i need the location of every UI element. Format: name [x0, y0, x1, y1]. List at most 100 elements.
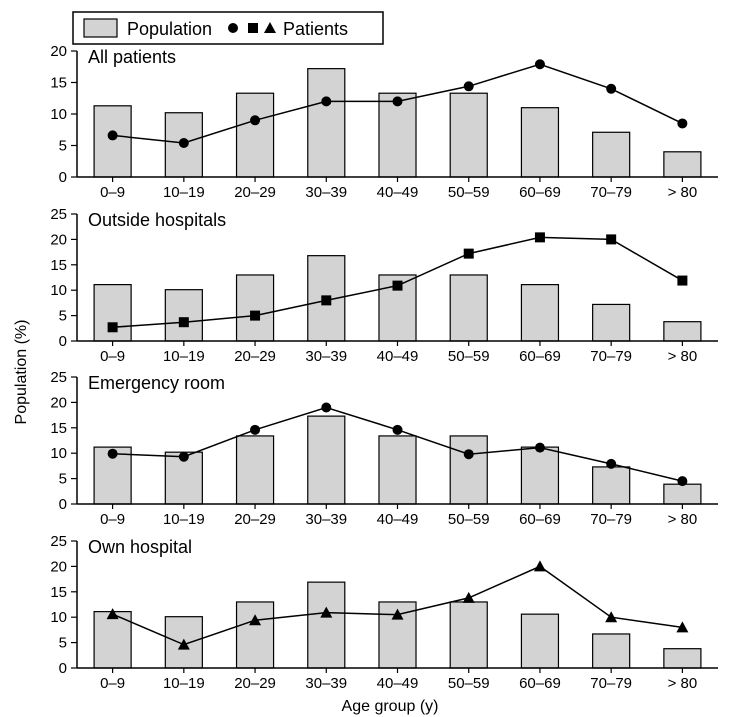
bar-2-9 — [663, 321, 702, 342]
x-tick-label-2-1: 0–9 — [100, 348, 125, 365]
patients-point-4-8 — [605, 611, 618, 623]
legend-circle-marker — [228, 23, 238, 33]
patients-point-1-5 — [392, 96, 403, 107]
y-tick-label-2-5: 5 — [59, 308, 67, 325]
y-tick-label-3-20: 20 — [50, 394, 67, 411]
x-tick-label-2-6: 50–59 — [448, 348, 490, 365]
x-tick-label-3-7: 60–69 — [519, 511, 561, 528]
bar-4-8 — [592, 633, 631, 669]
x-tick-label-4-2: 10–19 — [163, 675, 205, 692]
legend: Population Patients — [72, 11, 384, 45]
bar-1-7 — [520, 107, 560, 178]
panel-4: 0 5 10 15 20 25 0–9 10–19 20–29 30–39 40–49 50–59 60… — [50, 533, 718, 692]
patients-point-3-4 — [321, 402, 332, 413]
panel-title-4: Own hospital — [88, 537, 192, 557]
patients-point-2-6 — [463, 248, 474, 259]
x-axis-title: Age group (y) — [342, 698, 439, 715]
patients-point-2-4 — [321, 295, 332, 306]
bar-1-3 — [235, 92, 275, 178]
y-tick-label-1-0: 0 — [59, 169, 67, 186]
bar-4-3 — [235, 601, 275, 669]
y-tick-label-3-0: 0 — [59, 496, 67, 513]
x-tick-label-4-9: > 80 — [668, 675, 698, 692]
x-tick-label-3-9: > 80 — [668, 511, 698, 528]
patients-point-2-7 — [534, 232, 545, 243]
patients-point-1-8 — [606, 83, 617, 94]
patients-point-4-6 — [462, 591, 475, 603]
patients-point-1-6 — [463, 81, 474, 92]
x-tick-label-1-8: 70–79 — [590, 184, 632, 201]
patients-point-2-3 — [250, 310, 261, 321]
patients-point-2-8 — [606, 234, 617, 245]
bar-3-9 — [663, 483, 702, 505]
patients-point-2-2 — [178, 317, 189, 328]
x-tick-label-4-1: 0–9 — [100, 675, 125, 692]
patients-point-4-1 — [106, 608, 119, 620]
legend-triangle-marker — [264, 22, 276, 33]
bar-2-1 — [93, 284, 132, 342]
x-tick-label-1-2: 10–19 — [163, 184, 205, 201]
panel-1: 0 5 10 15 20 0–9 10–19 20–29 30–39 40–49 50–59 60–6… — [50, 43, 718, 201]
x-tick-label-2-3: 20–29 — [234, 348, 276, 365]
bar-2-7 — [520, 284, 560, 342]
x-tick-label-3-1: 0–9 — [100, 511, 125, 528]
x-tick-label-1-9: > 80 — [668, 184, 698, 201]
bar-3-7 — [520, 446, 560, 505]
bar-1-8 — [592, 131, 631, 178]
bar-3-5 — [378, 435, 417, 505]
patients-point-1-4 — [321, 96, 332, 107]
y-tick-label-3-10: 10 — [50, 445, 67, 462]
x-tick-label-1-7: 60–69 — [519, 184, 561, 201]
bar-4-7 — [520, 613, 560, 669]
patients-point-2-1 — [107, 322, 118, 333]
x-tick-label-4-8: 70–79 — [590, 675, 632, 692]
y-tick-label-3-15: 15 — [50, 420, 67, 437]
patients-point-2-5 — [392, 280, 403, 291]
x-tick-label-2-8: 70–79 — [590, 348, 632, 365]
patients-point-3-1 — [107, 448, 118, 459]
patients-point-3-3 — [250, 424, 261, 435]
legend-patients-label: Patients — [283, 19, 348, 39]
x-tick-label-2-7: 60–69 — [519, 348, 561, 365]
patients-point-4-2 — [177, 638, 190, 650]
bar-4-4 — [307, 581, 346, 669]
y-tick-label-4-25: 25 — [50, 533, 67, 550]
legend-square-marker — [248, 23, 258, 33]
y-axis-title: Population (%) — [13, 320, 30, 425]
x-tick-label-1-4: 30–39 — [305, 184, 347, 201]
bar-3-6 — [449, 435, 488, 505]
y-tick-label-2-20: 20 — [50, 231, 67, 248]
x-tick-label-4-6: 50–59 — [448, 675, 490, 692]
patients-point-4-4 — [320, 606, 333, 618]
x-tick-label-3-2: 10–19 — [163, 511, 205, 528]
y-tick-label-2-25: 25 — [50, 206, 67, 223]
y-tick-label-4-5: 5 — [59, 635, 67, 652]
bar-1-6 — [449, 92, 488, 178]
x-tick-label-3-3: 20–29 — [234, 511, 276, 528]
y-tick-label-1-5: 5 — [59, 138, 67, 155]
bar-3-4 — [307, 415, 346, 505]
bar-2-2 — [164, 289, 203, 342]
x-tick-label-3-6: 50–59 — [448, 511, 490, 528]
legend-population-label: Population — [127, 19, 212, 39]
x-tick-label-1-6: 50–59 — [448, 184, 490, 201]
bar-2-6 — [449, 274, 488, 342]
patients-point-3-8 — [606, 458, 617, 469]
x-tick-label-3-8: 70–79 — [590, 511, 632, 528]
patients-point-3-2 — [178, 451, 189, 462]
patients-point-4-5 — [391, 608, 404, 620]
x-tick-label-4-5: 40–49 — [377, 675, 419, 692]
bar-4-1 — [93, 611, 132, 669]
legend-population-swatch — [83, 18, 118, 38]
panel-title-3: Emergency room — [88, 373, 225, 393]
patients-point-4-9 — [676, 621, 689, 633]
y-tick-label-2-10: 10 — [50, 282, 67, 299]
bar-3-8 — [592, 466, 631, 505]
bar-4-6 — [449, 601, 488, 669]
bar-2-8 — [592, 303, 631, 342]
patients-point-4-3 — [249, 614, 262, 626]
y-tick-label-1-10: 10 — [50, 106, 67, 123]
patients-point-3-9 — [677, 476, 688, 487]
patients-point-1-3 — [250, 115, 261, 126]
panels: 0 5 10 15 20 0–9 10–19 20–29 30–39 40–49 50–59 60–6… — [50, 43, 718, 692]
